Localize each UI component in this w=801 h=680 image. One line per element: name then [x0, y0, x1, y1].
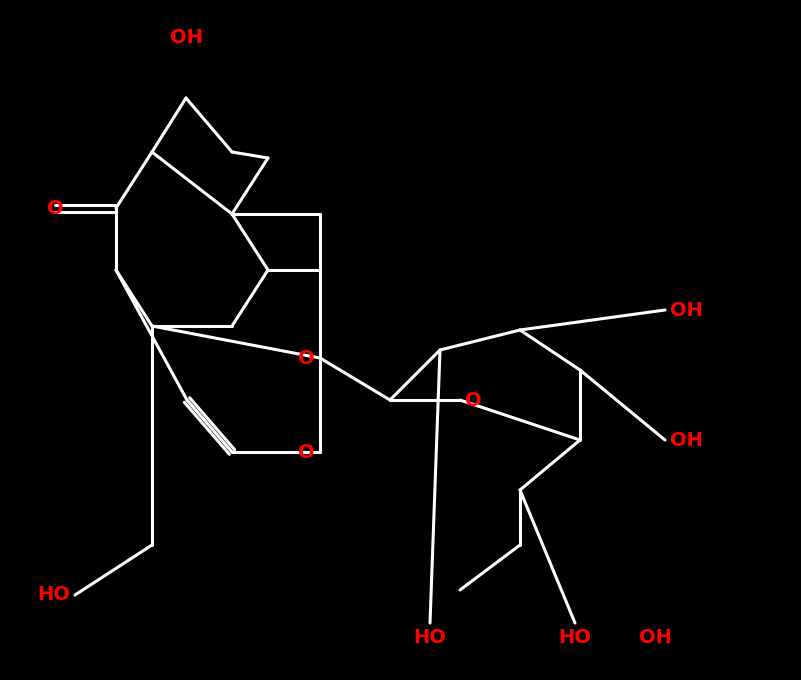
Text: O: O	[465, 390, 481, 409]
Text: O: O	[299, 443, 315, 462]
Text: O: O	[46, 199, 63, 218]
Text: OH: OH	[670, 430, 702, 449]
Text: HO: HO	[37, 585, 70, 605]
Text: OH: OH	[670, 301, 702, 320]
Text: HO: HO	[413, 628, 446, 647]
Text: HO: HO	[558, 628, 591, 647]
Text: OH: OH	[170, 28, 203, 47]
Text: OH: OH	[638, 628, 671, 647]
Text: O: O	[299, 348, 315, 367]
